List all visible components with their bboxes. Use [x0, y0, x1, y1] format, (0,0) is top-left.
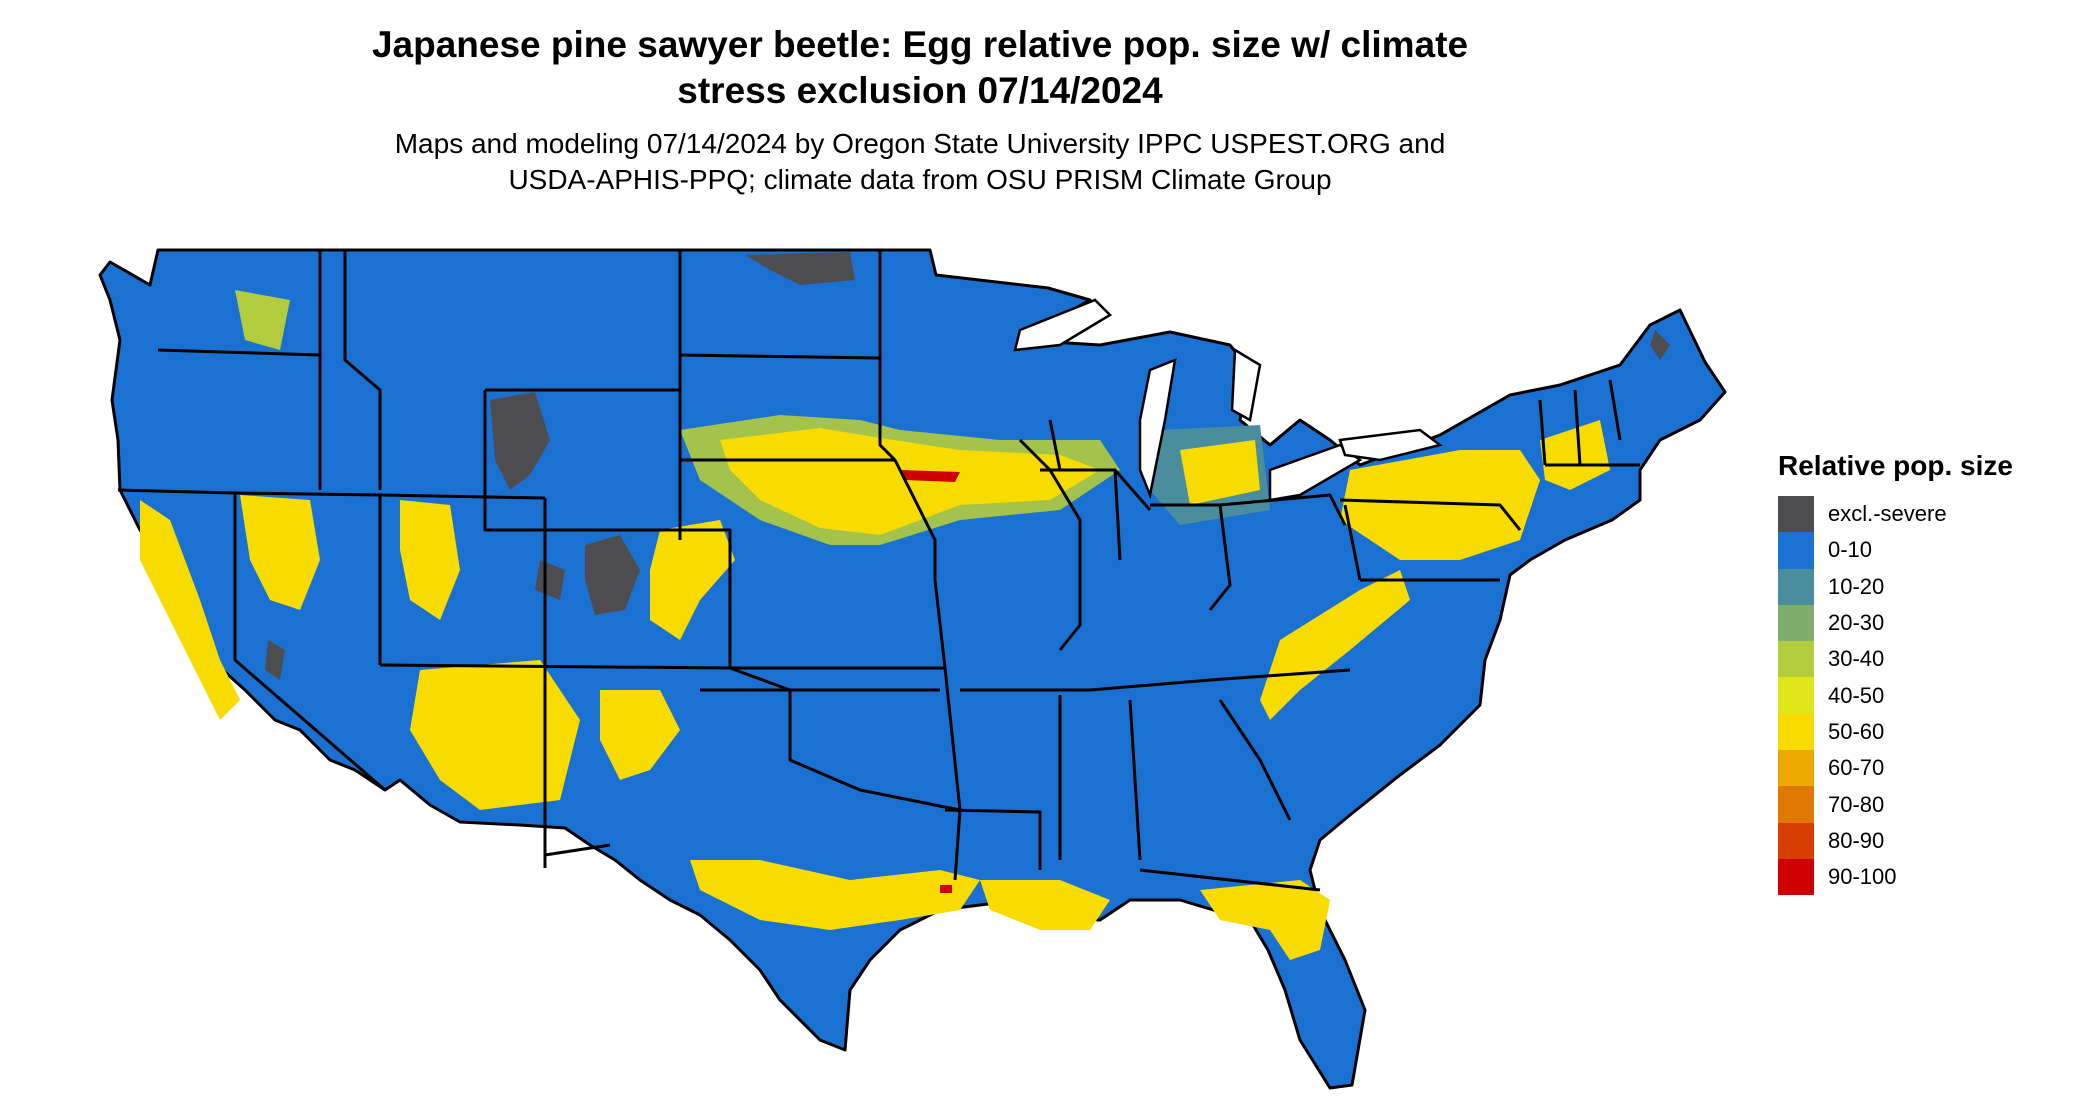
legend: Relative pop. size excl.-severe 0-10 10-20… — [1778, 450, 2013, 896]
legend-item: 10-20 — [1778, 568, 2013, 605]
legend-swatch — [1778, 750, 1814, 787]
legend-label: 40-50 — [1828, 682, 1885, 708]
excluded-zones — [265, 252, 1670, 680]
map-subtitle-line1: Maps and modeling 07/14/2024 by Oregon S… — [394, 128, 1446, 159]
us-population-map — [98, 248, 1727, 1090]
legend-item: 20-30 — [1778, 604, 2013, 642]
map-subtitle: Maps and modeling 07/14/2024 by Oregon S… — [250, 126, 1590, 198]
hotspot-zones — [140, 290, 1610, 960]
legend-swatch — [1778, 641, 1814, 678]
legend-title: Relative pop. size — [1778, 450, 2013, 481]
legend-item: 70-80 — [1778, 786, 2013, 823]
map-title-line1: Japanese pine sawyer beetle: Egg relativ… — [371, 24, 1469, 65]
legend-item: excl.-severe — [1778, 496, 2013, 533]
legend-swatch — [1778, 568, 1814, 605]
legend-label: excl.-severe — [1828, 501, 1947, 527]
legend-swatch — [1778, 713, 1814, 751]
legend-item: 50-60 — [1778, 713, 2013, 751]
legend-label: 20-30 — [1828, 610, 1885, 636]
legend-label: 50-60 — [1828, 718, 1885, 744]
state-borders — [117, 250, 1640, 892]
legend-item: 0-10 — [1778, 532, 2013, 569]
legend-swatch — [1778, 822, 1814, 859]
legend-swatch — [1778, 496, 1814, 533]
legend-swatch — [1778, 604, 1814, 642]
legend-label: 90-100 — [1828, 864, 1897, 890]
legend-items: excl.-severe 0-10 10-20 20-30 30-40 40-50 50-6… — [1778, 496, 2013, 896]
legend-swatch — [1778, 786, 1814, 823]
legend-label: 60-70 — [1828, 755, 1885, 781]
legend-item: 40-50 — [1778, 677, 2013, 714]
legend-swatch — [1778, 858, 1814, 896]
legend-item: 60-70 — [1778, 750, 2013, 787]
legend-label: 10-20 — [1828, 573, 1885, 599]
legend-swatch — [1778, 532, 1814, 569]
great-lakes — [1013, 298, 1443, 502]
map-title-line2: stress exclusion 07/14/2024 — [677, 70, 1163, 111]
map-title: Japanese pine sawyer beetle: Egg relativ… — [250, 22, 1590, 114]
legend-item: 90-100 — [1778, 858, 2013, 896]
legend-item: 80-90 — [1778, 822, 2013, 859]
legend-label: 80-90 — [1828, 827, 1885, 853]
legend-label: 0-10 — [1828, 537, 1873, 563]
legend-item: 30-40 — [1778, 641, 2013, 678]
legend-label: 30-40 — [1828, 646, 1885, 672]
legend-label: 70-80 — [1828, 791, 1885, 817]
legend-swatch — [1778, 677, 1814, 714]
map-subtitle-line2: USDA-APHIS-PPQ; climate data from OSU PR… — [508, 164, 1332, 195]
